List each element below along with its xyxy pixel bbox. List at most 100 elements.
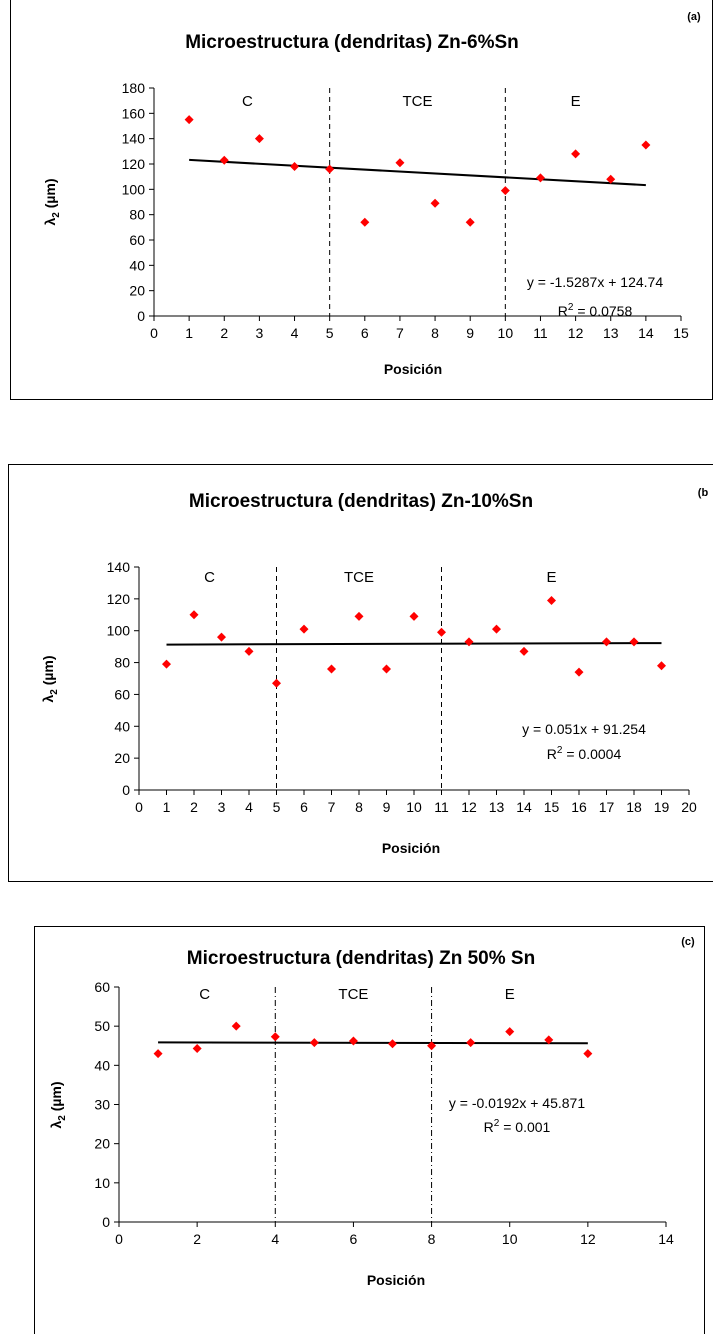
panel-tag: (a) (687, 11, 701, 23)
x-axis-label: Posición (382, 840, 440, 856)
y-axis-label-symbol: λ (42, 218, 58, 226)
y-tick-label: 120 (122, 156, 146, 172)
y-tick-label: 60 (94, 979, 110, 995)
x-tick-label: 5 (326, 325, 334, 341)
data-point (327, 664, 336, 674)
data-point (606, 174, 616, 184)
y-tick-label: 120 (107, 591, 131, 607)
y-tick-label: 160 (122, 105, 146, 121)
chart-c-svg: Microestructura (dendritas) Zn 50% Sn (c)… (48, 936, 695, 1288)
data-point (162, 659, 171, 669)
y-axis-label-unit: (µm) (40, 655, 56, 689)
x-tick-label: 14 (638, 325, 654, 341)
data-point (519, 646, 529, 656)
x-tick-label: 3 (218, 799, 226, 815)
x-tick-label: 10 (406, 799, 422, 815)
x-tick-label: 1 (185, 325, 193, 341)
data-point (325, 164, 335, 174)
x-tick-label: 12 (568, 325, 584, 341)
x-tick-label: 0 (115, 1231, 123, 1247)
y-axis-label-symbol: λ (40, 695, 56, 703)
data-point (657, 661, 666, 671)
x-tick-label: 16 (571, 799, 587, 815)
x-tick-label: 12 (580, 1231, 596, 1247)
data-point (382, 664, 391, 674)
data-point (290, 162, 300, 172)
x-tick-label: 8 (355, 799, 363, 815)
data-point (231, 1021, 241, 1031)
x-tick-label: 8 (431, 325, 439, 341)
data-point (254, 134, 264, 144)
y-axis-label-subscript: 2 (57, 1115, 68, 1121)
data-point (629, 637, 639, 647)
x-tick-label: 6 (361, 325, 369, 341)
x-tick-label: 10 (502, 1231, 518, 1247)
data-point (299, 624, 309, 634)
data-point (464, 637, 474, 647)
data-point (354, 611, 364, 621)
x-tick-label: 0 (135, 799, 143, 815)
x-tick-label: 11 (533, 325, 548, 341)
region-label: TCE (403, 93, 433, 110)
trendline-r2: R2 = 0.001 (484, 1118, 551, 1135)
data-point (189, 610, 199, 620)
y-tick-label: 40 (129, 257, 145, 273)
data-point (574, 667, 584, 677)
data-point (430, 198, 440, 208)
x-axis-label: Posición (367, 1272, 425, 1288)
r2-superscript: 2 (568, 302, 574, 313)
y-tick-label: 20 (129, 283, 145, 299)
y-tick-label: 80 (129, 207, 145, 223)
x-tick-label: 2 (190, 799, 198, 815)
data-point (466, 1038, 476, 1048)
data-point (388, 1039, 397, 1049)
data-point (409, 611, 419, 621)
data-point (217, 632, 226, 642)
x-tick-label: 6 (350, 1231, 358, 1247)
trend-line (189, 158, 646, 187)
x-tick-label: 11 (434, 799, 449, 815)
y-tick-label: 140 (107, 559, 131, 575)
y-tick-label: 140 (122, 131, 146, 147)
data-point (492, 624, 501, 634)
y-tick-label: 30 (94, 1097, 110, 1113)
x-tick-label: 2 (193, 1231, 201, 1247)
r2-superscript: 2 (494, 1118, 500, 1129)
x-tick-label: 9 (466, 325, 474, 341)
y-axis-label-symbol: λ (48, 1121, 64, 1129)
trendline-r2: R2 = 0.0758 (558, 302, 633, 319)
x-tick-label: 10 (498, 325, 514, 341)
x-tick-label: 13 (603, 325, 619, 341)
data-point (602, 637, 611, 647)
x-tick-label: 2 (220, 325, 228, 341)
y-tick-label: 0 (102, 1214, 110, 1230)
data-point (184, 115, 194, 125)
panel-tag: (b (698, 487, 709, 499)
data-point (465, 217, 475, 227)
x-tick-label: 7 (328, 799, 336, 815)
data-point (244, 646, 254, 656)
data-point (309, 1038, 319, 1048)
y-axis-label: λ2 (µm) (48, 1081, 68, 1128)
data-point (360, 217, 370, 227)
data-point (641, 140, 651, 150)
data-point (437, 627, 446, 637)
data-point (192, 1043, 202, 1053)
x-tick-label: 14 (658, 1231, 674, 1247)
region-label: C (199, 986, 210, 1003)
x-tick-label: 4 (271, 1231, 279, 1247)
r2-value: = 0.0004 (562, 746, 621, 762)
x-tick-label: 15 (544, 799, 560, 815)
y-tick-label: 10 (94, 1175, 110, 1191)
chart-title: Microestructura (dendritas) Zn 50% Sn (187, 948, 535, 969)
x-tick-label: 15 (673, 325, 689, 341)
data-point (219, 155, 229, 165)
x-tick-label: 18 (626, 799, 642, 815)
r2-value: = 0.0758 (573, 303, 632, 319)
chart-panel-c: Microestructura (dendritas) Zn 50% Sn (c)… (34, 926, 705, 1334)
y-tick-label: 180 (122, 80, 146, 96)
r2-superscript: 2 (557, 745, 563, 756)
data-point (583, 1049, 593, 1059)
y-axis-label-subscript: 2 (51, 212, 62, 218)
x-tick-label: 8 (428, 1231, 436, 1247)
